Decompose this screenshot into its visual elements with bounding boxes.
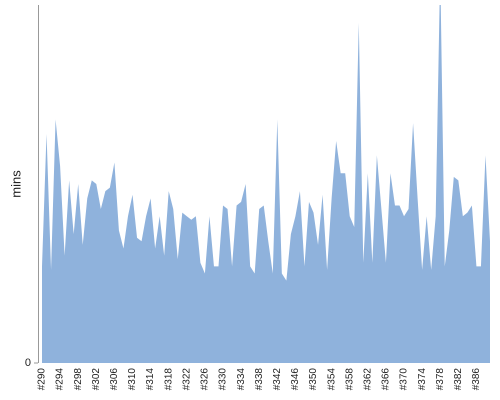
y-axis-title: mins <box>8 170 23 198</box>
x-tick-label: #294 <box>55 368 66 391</box>
x-tick-label: #318 <box>163 368 174 391</box>
x-tick-label: #354 <box>326 368 337 391</box>
area <box>42 5 490 363</box>
x-tick-label: #346 <box>290 368 301 391</box>
x-tick-label: #362 <box>362 368 373 391</box>
x-tick-label: #350 <box>308 368 319 391</box>
plot-area <box>42 5 490 363</box>
x-tick-label: #386 <box>471 368 482 391</box>
x-tick-label: #306 <box>109 368 120 391</box>
x-tick-label: #338 <box>254 368 265 391</box>
x-tick-label: #290 <box>37 368 48 391</box>
x-tick-label: #374 <box>417 368 428 391</box>
x-tick-label: #378 <box>435 368 446 391</box>
x-tick-label: #366 <box>381 368 392 391</box>
x-tick-label: #310 <box>127 368 138 391</box>
x-tick-label: #334 <box>236 368 247 391</box>
x-tick-label: #302 <box>91 368 102 391</box>
x-tick-label: #382 <box>453 368 464 391</box>
x-tick-label: #342 <box>272 368 283 391</box>
x-tick-label: #370 <box>399 368 410 391</box>
x-tick-label: #314 <box>145 368 156 391</box>
x-tick-label: #298 <box>73 368 84 391</box>
x-tick-label: #358 <box>344 368 355 391</box>
x-tick-label: #322 <box>181 368 192 391</box>
y-tick-label: 0 <box>25 357 31 369</box>
x-tick-label: #326 <box>200 368 211 391</box>
x-tick-label: #330 <box>218 368 229 391</box>
